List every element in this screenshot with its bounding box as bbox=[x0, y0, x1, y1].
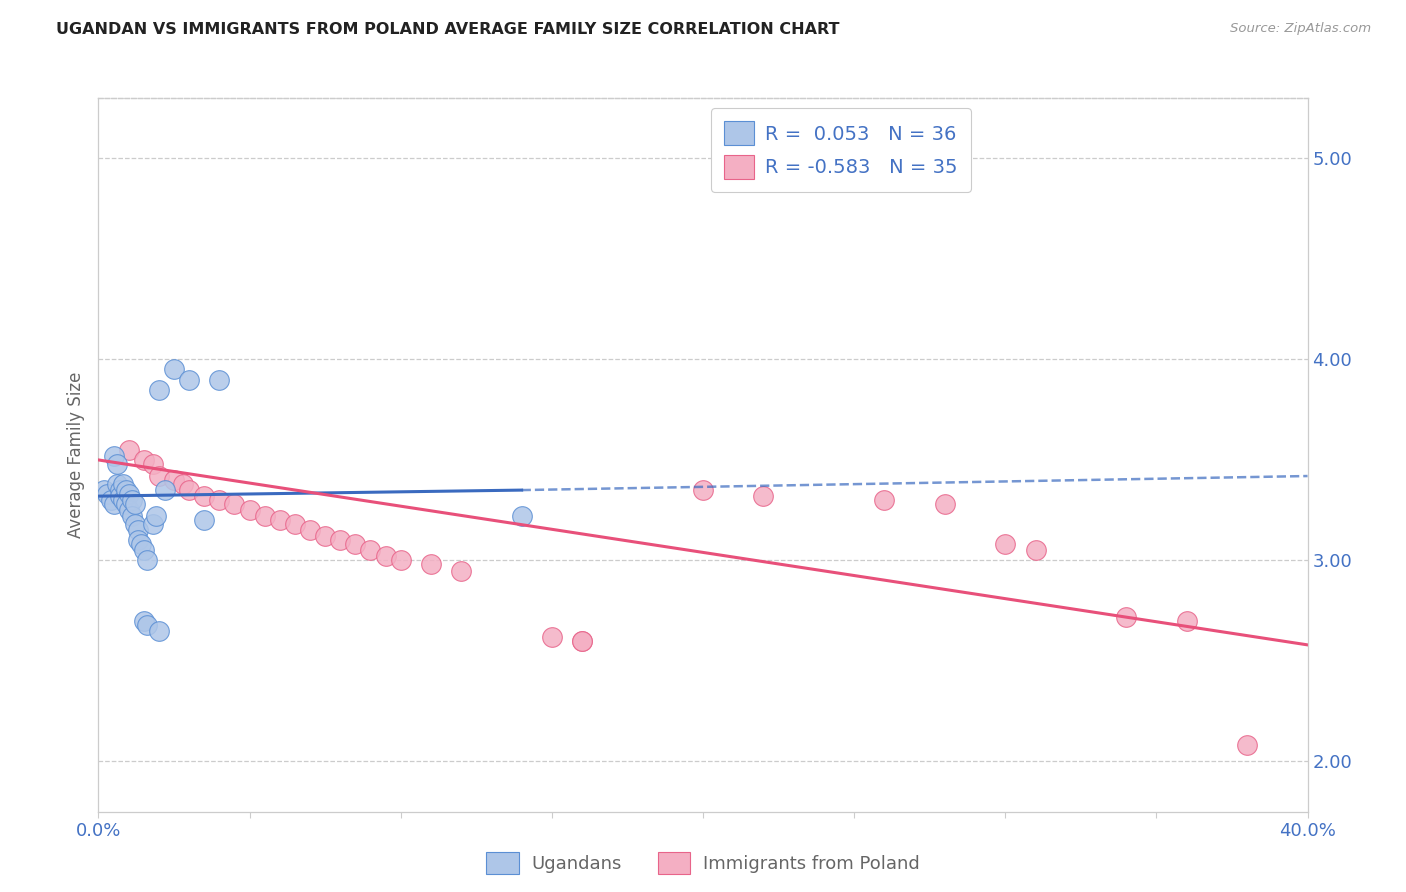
Point bbox=[142, 517, 165, 532]
Point bbox=[132, 453, 155, 467]
Point bbox=[114, 497, 136, 511]
Y-axis label: Average Family Size: Average Family Size bbox=[66, 372, 84, 538]
Point bbox=[344, 537, 367, 551]
Point bbox=[135, 617, 157, 632]
Point bbox=[269, 513, 291, 527]
Point bbox=[148, 383, 170, 397]
Point bbox=[239, 503, 262, 517]
Point bbox=[314, 529, 336, 543]
Point bbox=[121, 509, 143, 524]
Point bbox=[1236, 739, 1258, 753]
Point bbox=[193, 513, 215, 527]
Point bbox=[510, 509, 533, 524]
Point bbox=[105, 457, 128, 471]
Point bbox=[108, 489, 131, 503]
Point bbox=[118, 487, 141, 501]
Point bbox=[571, 633, 593, 648]
Point bbox=[329, 533, 352, 548]
Point bbox=[450, 564, 472, 578]
Point bbox=[135, 553, 157, 567]
Text: UGANDAN VS IMMIGRANTS FROM POLAND AVERAGE FAMILY SIZE CORRELATION CHART: UGANDAN VS IMMIGRANTS FROM POLAND AVERAG… bbox=[56, 22, 839, 37]
Point bbox=[118, 503, 141, 517]
Point bbox=[93, 483, 115, 497]
Point bbox=[127, 533, 149, 548]
Point bbox=[114, 483, 136, 497]
Point bbox=[148, 624, 170, 638]
Point bbox=[284, 517, 307, 532]
Point bbox=[118, 442, 141, 457]
Point bbox=[163, 362, 186, 376]
Point bbox=[1115, 609, 1137, 624]
Point bbox=[208, 493, 231, 508]
Point bbox=[1175, 614, 1198, 628]
Point bbox=[121, 493, 143, 508]
Point bbox=[96, 487, 118, 501]
Point bbox=[994, 537, 1017, 551]
Point bbox=[129, 537, 152, 551]
Point bbox=[100, 493, 122, 508]
Point bbox=[389, 553, 412, 567]
Point bbox=[208, 372, 231, 386]
Point bbox=[103, 497, 125, 511]
Point bbox=[934, 497, 956, 511]
Point bbox=[752, 489, 775, 503]
Point bbox=[540, 630, 562, 644]
Point bbox=[571, 633, 593, 648]
Point bbox=[224, 497, 246, 511]
Text: Source: ZipAtlas.com: Source: ZipAtlas.com bbox=[1230, 22, 1371, 36]
Point bbox=[111, 477, 134, 491]
Point bbox=[692, 483, 714, 497]
Point bbox=[374, 549, 396, 564]
Point bbox=[132, 614, 155, 628]
Point bbox=[111, 493, 134, 508]
Point bbox=[163, 473, 186, 487]
Point bbox=[193, 489, 215, 503]
Point bbox=[299, 524, 322, 538]
Point bbox=[127, 524, 149, 538]
Point bbox=[253, 509, 276, 524]
Point bbox=[108, 483, 131, 497]
Point bbox=[124, 517, 146, 532]
Point bbox=[873, 493, 896, 508]
Point bbox=[179, 483, 201, 497]
Point bbox=[360, 543, 382, 558]
Point bbox=[148, 469, 170, 483]
Legend: Ugandans, Immigrants from Poland: Ugandans, Immigrants from Poland bbox=[479, 845, 927, 881]
Point bbox=[153, 483, 176, 497]
Point bbox=[179, 372, 201, 386]
Point bbox=[132, 543, 155, 558]
Point bbox=[103, 449, 125, 463]
Point bbox=[145, 509, 167, 524]
Point bbox=[142, 457, 165, 471]
Point bbox=[172, 477, 194, 491]
Point bbox=[420, 558, 443, 572]
Point bbox=[105, 477, 128, 491]
Point bbox=[124, 497, 146, 511]
Point bbox=[1024, 543, 1046, 558]
